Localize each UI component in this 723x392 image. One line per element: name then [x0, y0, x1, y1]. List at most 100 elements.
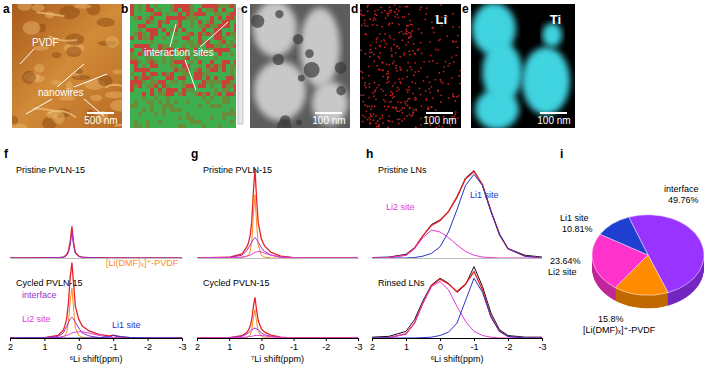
texture [182, 80, 186, 84]
texture [405, 103, 407, 105]
texture [174, 40, 178, 44]
texture [186, 112, 190, 116]
texture [138, 92, 142, 96]
texture [230, 56, 234, 60]
texture [194, 60, 198, 64]
texture [158, 100, 162, 104]
texture [218, 4, 222, 8]
texture [234, 68, 236, 72]
texture [198, 88, 202, 92]
texture [134, 8, 138, 12]
pointer [185, 60, 196, 90]
texture [371, 108, 373, 110]
scale-bar-label: 100 nm [312, 115, 345, 126]
texture [459, 75, 461, 77]
texture [522, 47, 570, 115]
axis-line [373, 339, 543, 342]
texture [174, 96, 178, 100]
texture [387, 73, 389, 75]
texture [222, 36, 226, 40]
texture [451, 57, 453, 59]
texture [214, 40, 218, 44]
texture [158, 68, 162, 72]
texture [222, 12, 226, 16]
texture [150, 76, 154, 80]
texture [447, 65, 449, 67]
texture [391, 47, 393, 49]
texture [399, 6, 401, 8]
texture [393, 61, 395, 63]
texture [459, 26, 461, 28]
texture [370, 113, 372, 115]
texture [374, 10, 376, 12]
annotation: PVDF [32, 37, 59, 48]
texture [398, 111, 400, 113]
texture [162, 120, 166, 124]
texture [178, 40, 182, 44]
image [360, 4, 461, 128]
texture [407, 92, 409, 94]
texture [138, 12, 142, 16]
texture [365, 33, 367, 35]
texture [190, 28, 194, 32]
texture [222, 4, 226, 8]
texture [364, 20, 366, 22]
texture [390, 10, 392, 12]
texture [174, 64, 178, 68]
texture [186, 20, 190, 24]
texture [150, 36, 154, 40]
texture [391, 56, 393, 58]
texture [378, 56, 380, 58]
texture [226, 88, 230, 92]
texture [170, 64, 174, 68]
texture [182, 64, 186, 68]
texture [174, 100, 178, 104]
texture [222, 76, 226, 80]
texture [198, 84, 202, 88]
texture [396, 90, 398, 92]
scale-bar-label: 100 nm [537, 115, 570, 126]
texture [406, 115, 408, 117]
texture [174, 80, 178, 84]
texture [362, 15, 364, 17]
texture [162, 112, 166, 116]
texture [398, 10, 400, 12]
texture [150, 28, 154, 32]
texture [402, 40, 404, 42]
tick-label: 2 [370, 342, 375, 352]
texture [174, 116, 178, 120]
texture [150, 40, 154, 44]
texture [375, 115, 377, 117]
texture [410, 35, 412, 37]
scale-bar [87, 112, 114, 114]
texture [174, 60, 178, 64]
texture [312, 81, 348, 125]
texture [210, 40, 214, 44]
texture [389, 101, 391, 103]
texture [367, 26, 369, 28]
texture [146, 24, 150, 28]
texture [186, 124, 190, 128]
tick-label: -1 [110, 342, 118, 352]
pointer [200, 22, 228, 47]
plot-area [10, 262, 182, 338]
texture [182, 92, 186, 96]
texture [401, 109, 403, 111]
texture [230, 16, 234, 20]
texture [382, 122, 384, 124]
texture [397, 46, 399, 48]
texture [234, 124, 236, 128]
texture [214, 76, 218, 80]
texture [424, 19, 426, 21]
texture [52, 52, 61, 58]
texture [448, 97, 450, 99]
texture [408, 86, 410, 88]
texture [428, 108, 430, 110]
texture [388, 81, 390, 83]
texture [138, 100, 142, 104]
chart-title: Rinsed LNs [378, 278, 425, 288]
texture [166, 88, 170, 92]
texture [130, 8, 134, 12]
texture [392, 94, 394, 96]
image [12, 4, 122, 128]
